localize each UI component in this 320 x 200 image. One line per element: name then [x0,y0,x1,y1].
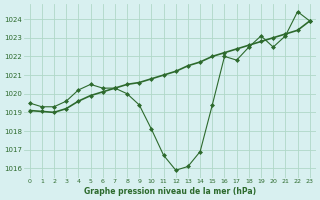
X-axis label: Graphe pression niveau de la mer (hPa): Graphe pression niveau de la mer (hPa) [84,187,256,196]
